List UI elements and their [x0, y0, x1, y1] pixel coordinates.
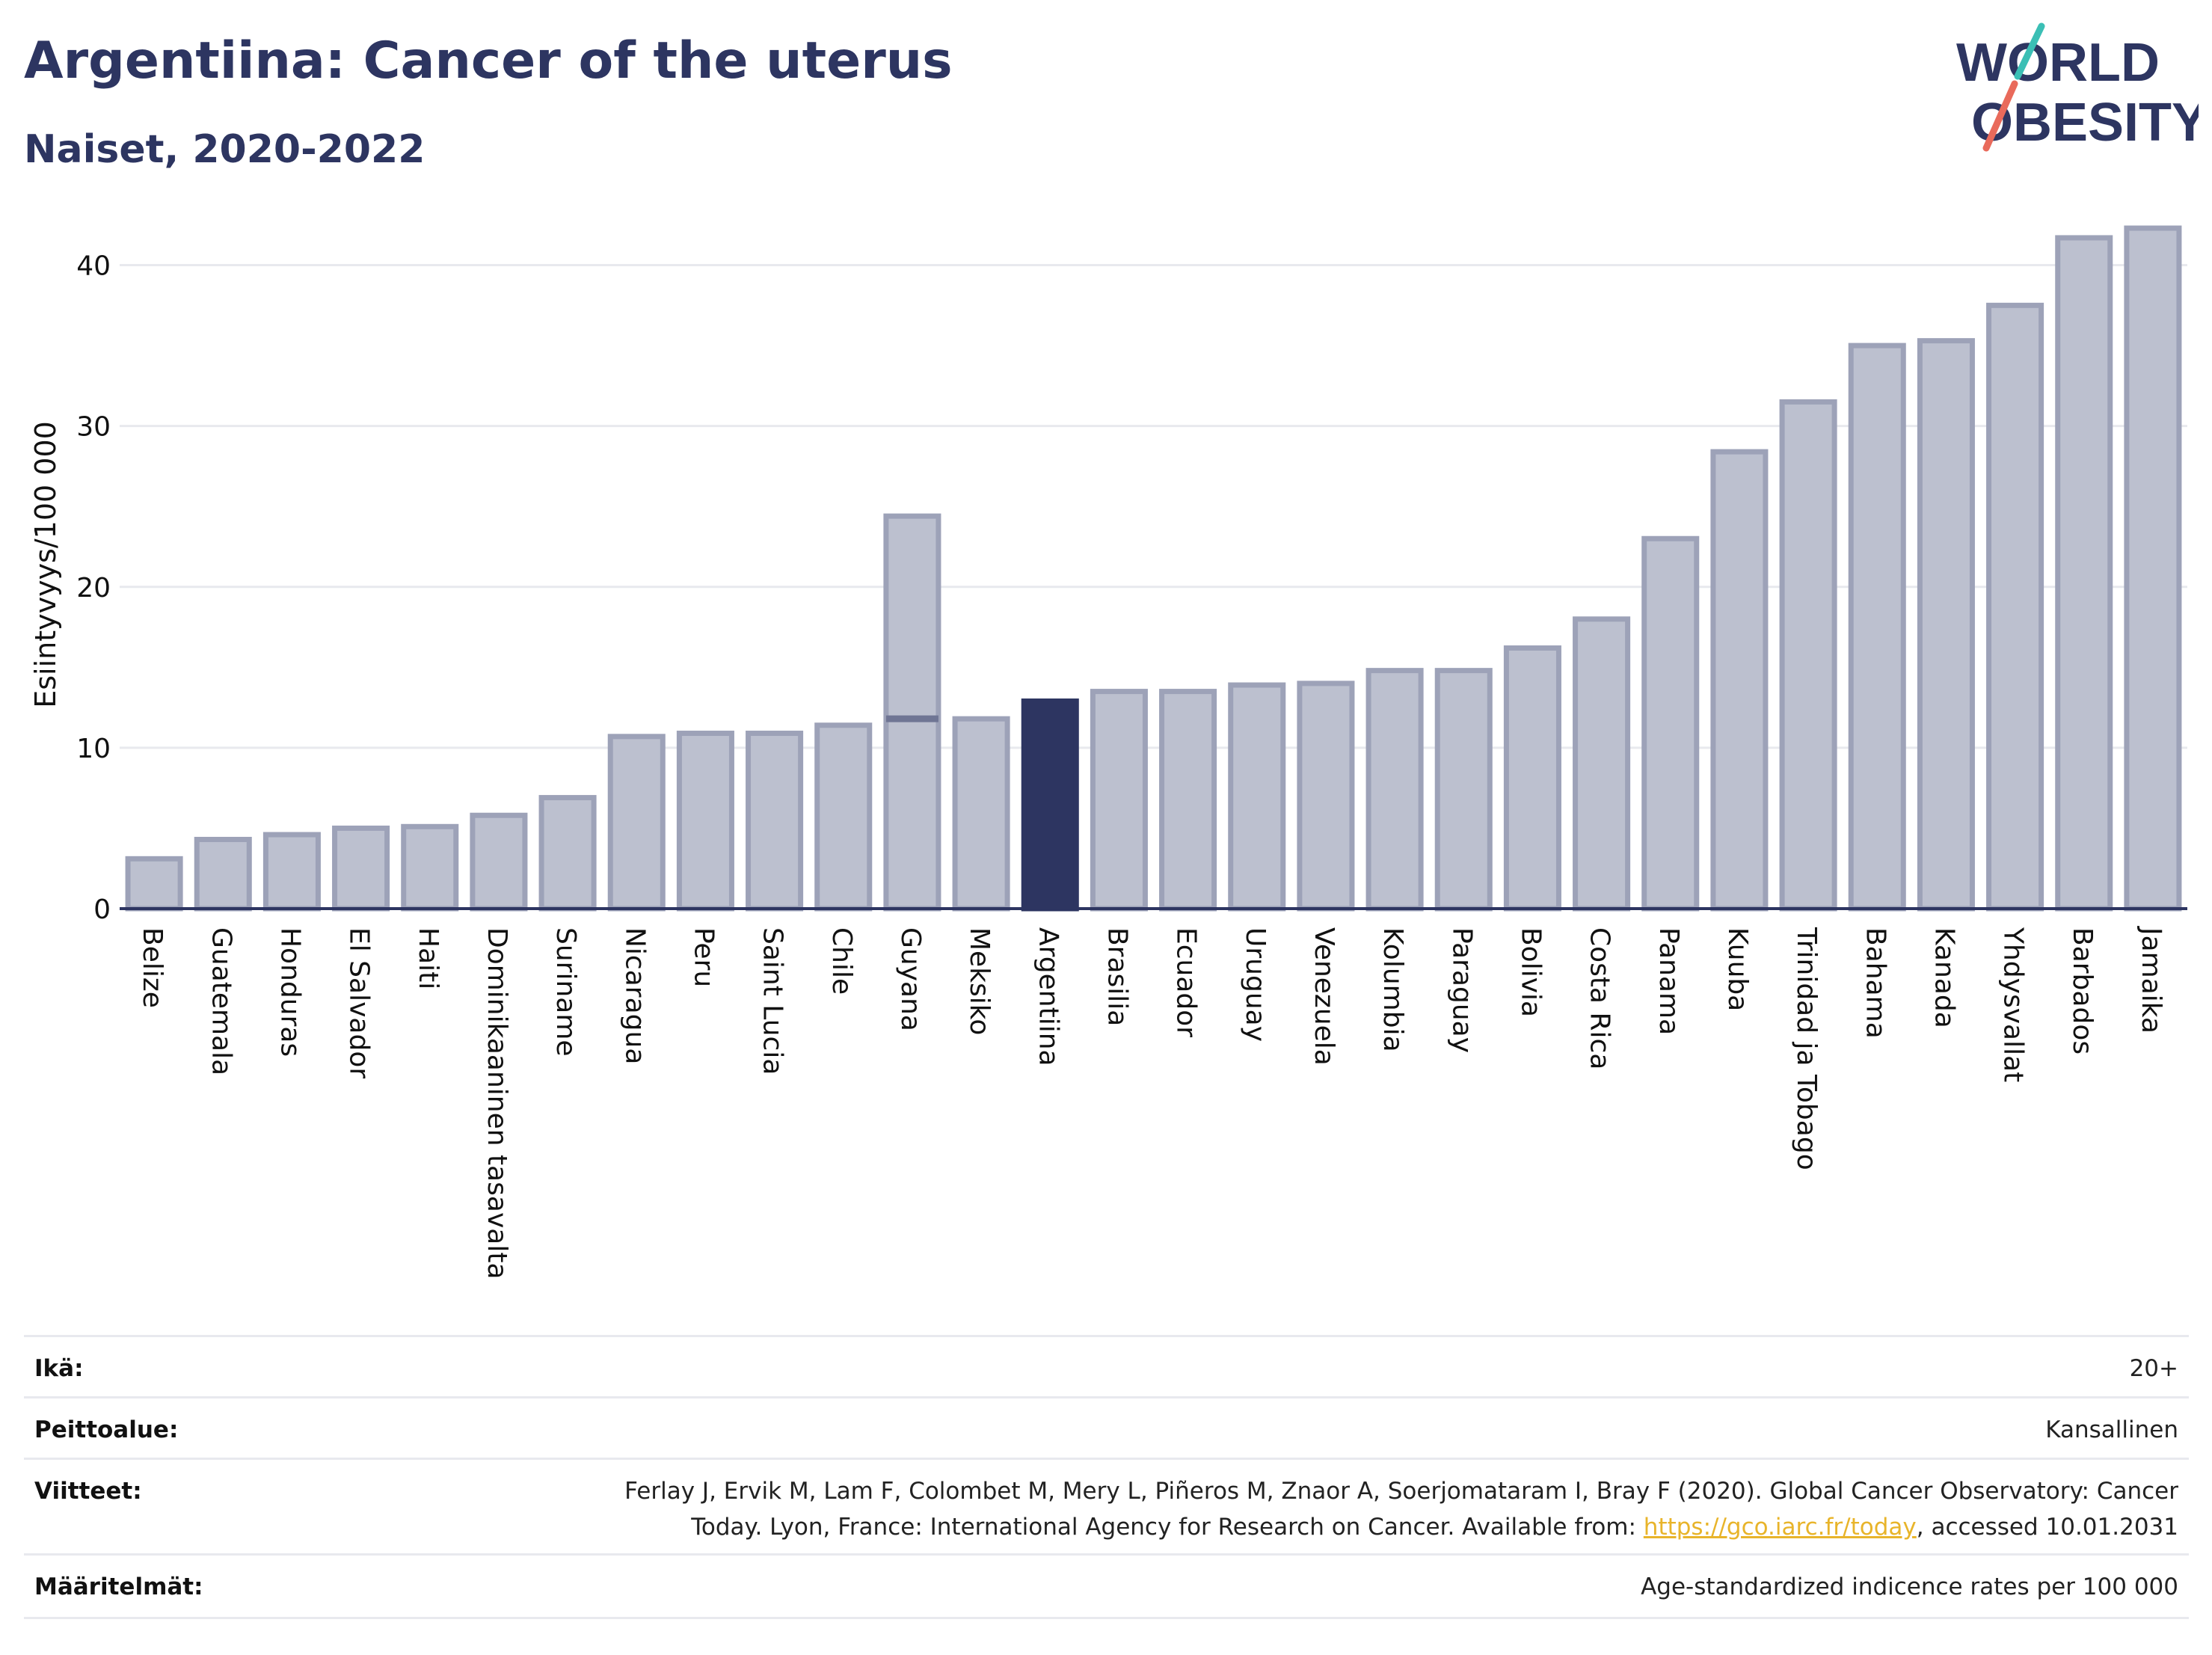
x-tick-label: Kolumbia	[1377, 927, 1408, 1052]
bar[interactable]	[1710, 449, 1769, 912]
x-tick-label: Honduras	[274, 927, 305, 1057]
info-label: Peittoalue:	[34, 1416, 179, 1443]
bar[interactable]	[1228, 682, 1286, 912]
x-tick-label: Guyana	[895, 927, 926, 1031]
y-tick-label: 30	[76, 412, 111, 443]
info-value: Ferlay J, Ervik M, Lam F, Colombet M, Me…	[571, 1473, 2178, 1545]
bar[interactable]	[1159, 689, 1217, 912]
tick-labels: 0 10 20 30 40 Belize Guatemala Honduras El Salva…	[76, 251, 2166, 1280]
bar[interactable]	[1779, 399, 1837, 912]
bar[interactable]	[194, 837, 252, 912]
bar[interactable]	[332, 825, 390, 912]
grid-lines	[120, 264, 2187, 749]
x-tick-label: Kuuba	[1722, 927, 1753, 1011]
info-value: Kansallinen	[2045, 1416, 2178, 1443]
bar[interactable]	[1365, 668, 1424, 912]
bar-chart: 0 10 20 30 40 Belize Guatemala Honduras El Salva…	[29, 225, 2187, 1280]
bar[interactable]	[125, 856, 183, 912]
bar[interactable]	[814, 722, 873, 912]
x-tick-label: Costa Rica	[1585, 927, 1615, 1069]
x-tick-label: Bahama	[1860, 927, 1890, 1039]
x-tick-label: Bolivia	[1515, 927, 1546, 1017]
logo-slash-bottom	[1982, 80, 2018, 152]
bar[interactable]	[1986, 302, 2044, 912]
bar[interactable]	[1090, 689, 1148, 912]
x-tick-label: Saint Lucia	[758, 927, 788, 1075]
x-tick-label: Chile	[826, 927, 857, 995]
x-tick-label: Yhdysvallat	[1998, 927, 2029, 1082]
x-tick-label: Argentiina	[1033, 927, 1063, 1066]
page-subtitle: Naiset, 2020-2022	[24, 127, 425, 172]
bar[interactable]	[1848, 343, 1906, 912]
x-tick-label: Ecuador	[1171, 927, 1202, 1037]
x-tick-label: Kanada	[1929, 927, 1959, 1028]
info-label: Ikä:	[34, 1355, 84, 1382]
bar[interactable]	[952, 716, 1010, 912]
bar[interactable]	[607, 734, 666, 912]
bar[interactable]	[1021, 698, 1079, 912]
x-tick-label: Belize	[137, 927, 168, 1008]
bar[interactable]	[470, 812, 528, 912]
bar[interactable]	[2055, 235, 2113, 912]
world-obesity-logo: WORLD OBESITY	[1956, 22, 2199, 153]
y-tick-label: 10	[76, 734, 111, 764]
info-row-age: Ikä: 20+	[24, 1335, 2189, 1398]
x-tick-label: El Salvador	[344, 927, 375, 1078]
info-label: Määritelmät:	[34, 1573, 203, 1600]
y-axis-label: Esiintyvyys/100 000	[29, 421, 62, 708]
bar[interactable]	[746, 731, 804, 912]
y-tick-label: 0	[93, 894, 111, 925]
bar[interactable]	[676, 731, 734, 912]
info-row-references: Viitteet: Ferlay J, Ervik M, Lam F, Colo…	[24, 1458, 2189, 1556]
x-tick-label: Trinidad ja Tobago	[1791, 927, 1822, 1170]
y-tick-label: 40	[76, 251, 111, 282]
x-tick-label: Peru	[688, 927, 719, 987]
x-tick-label: Dominikaaninen tasavalta	[482, 927, 512, 1280]
info-value: Age-standardized indicence rates per 100…	[1641, 1573, 2178, 1600]
bar[interactable]	[1917, 338, 1975, 912]
page-title: Argentiina: Cancer of the uterus	[24, 31, 953, 90]
info-value: 20+	[2129, 1355, 2178, 1382]
info-row-coverage: Peittoalue: Kansallinen	[24, 1396, 2189, 1460]
x-tick-label: Jamaika	[2136, 926, 2166, 1034]
reference-text: Ferlay J, Ervik M, Lam F, Colombet M, Me…	[624, 1478, 2178, 1541]
logo-slash-top	[2014, 22, 2045, 80]
x-tick-label: Panama	[1653, 927, 1684, 1035]
bar[interactable]	[262, 832, 321, 912]
bars	[125, 225, 2182, 912]
x-tick-label: Haiti	[413, 927, 443, 989]
info-row-definitions: Määritelmät: Age-standardized indicence …	[24, 1553, 2189, 1619]
bar[interactable]	[538, 795, 597, 912]
x-tick-label: Brasilia	[1102, 927, 1132, 1026]
x-tick-label: Suriname	[550, 927, 581, 1057]
logo-line-1: WORLD	[1956, 33, 2160, 93]
bar[interactable]	[1434, 668, 1493, 912]
x-tick-label: Nicaragua	[619, 927, 650, 1064]
info-label: Viitteet:	[34, 1478, 142, 1505]
x-tick-label: Paraguay	[1446, 927, 1477, 1053]
bar[interactable]	[2124, 225, 2182, 912]
bar[interactable]	[401, 823, 459, 912]
reference-link[interactable]: https://gco.iarc.fr/today	[1643, 1514, 1917, 1541]
x-tick-label: Barbados	[2067, 927, 2098, 1054]
x-tick-label: Meksiko	[964, 927, 995, 1035]
x-tick-label: Guatemala	[206, 927, 236, 1075]
bar[interactable]	[1573, 616, 1631, 912]
bar[interactable]	[1503, 645, 1561, 912]
y-tick-label: 20	[76, 573, 111, 604]
x-tick-label: Uruguay	[1240, 927, 1271, 1042]
bar[interactable]	[883, 513, 941, 912]
bar[interactable]	[1297, 681, 1355, 912]
reference-text-end: , accessed 10.01.2031	[1916, 1514, 2178, 1541]
bar[interactable]	[1641, 535, 1700, 912]
x-tick-label: Venezuela	[1309, 927, 1339, 1066]
